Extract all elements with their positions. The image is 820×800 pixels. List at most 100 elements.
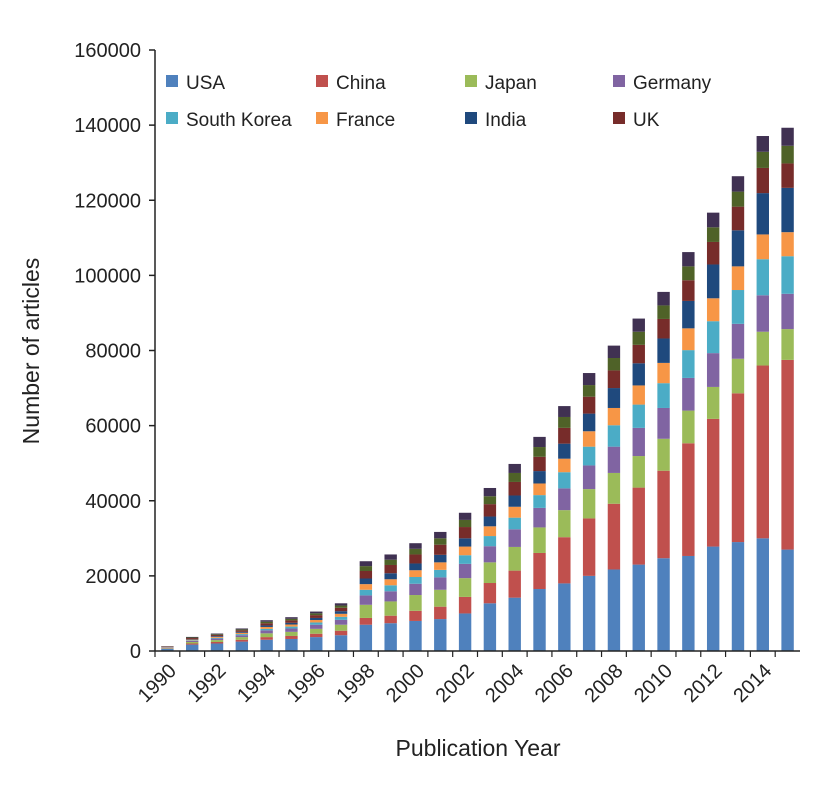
- bar-segment-2007-0: [582, 575, 596, 652]
- bar-segment-1998-4: [359, 589, 373, 596]
- bar-segment-2006-7: [558, 427, 571, 444]
- bar-segment-1992-5: [210, 636, 224, 638]
- bar-segment-2002-0: [458, 613, 472, 651]
- bar-segment-2011-8: [682, 266, 695, 281]
- bar-segment-2011-6: [682, 300, 695, 329]
- bar-segment-2011-5: [682, 328, 695, 351]
- bar-segment-2002-4: [458, 555, 472, 564]
- bar-segment-2012-9: [706, 212, 720, 228]
- x-tick-label-2002: 2002: [432, 660, 479, 707]
- bar-segment-1993-0: [235, 641, 249, 651]
- bar-segment-1992-9: [210, 633, 224, 635]
- bar-segment-2003-7: [483, 504, 497, 517]
- bar-segment-1994-1: [260, 637, 273, 640]
- bar-segment-2010-7: [657, 318, 670, 339]
- legend-swatch-france: [316, 112, 328, 124]
- bar-segment-2006-1: [558, 537, 571, 584]
- bar-segment-2004-3: [508, 529, 521, 547]
- bar-segment-2008-9: [607, 345, 621, 359]
- bar-segment-2001-8: [434, 538, 447, 545]
- bar-segment-2015-0: [781, 549, 794, 651]
- bar-segment-2015-2: [781, 329, 794, 360]
- bar-segment-1993-4: [235, 634, 249, 636]
- bar-segment-2007-1: [582, 518, 596, 576]
- bar-segment-2002-2: [458, 578, 472, 597]
- bar-segment-2014-9: [756, 136, 769, 152]
- bar-segment-2005-8: [533, 447, 546, 457]
- bar-segment-1994-7: [260, 623, 273, 626]
- bar-segment-2003-3: [483, 546, 497, 563]
- bar-segment-2009-8: [632, 331, 645, 345]
- y-tick-label-100000: 100000: [74, 265, 141, 287]
- legend-label-south-korea: South Korea: [186, 110, 292, 131]
- bar-segment-1996-8: [310, 613, 323, 616]
- bar-segment-2007-5: [582, 431, 596, 447]
- bar-segment-2012-0: [706, 546, 720, 651]
- legend-swatch-uk: [613, 112, 625, 124]
- legend-label-japan: Japan: [485, 73, 537, 94]
- bar-segment-1997-0: [334, 635, 348, 651]
- y-tick-labels: 0 20000 40000 60000 80000 100000 120000 140000 1…: [74, 40, 141, 663]
- legend-label-germany: Germany: [633, 73, 712, 94]
- bar-segment-2013-6: [731, 230, 745, 267]
- bar-segment-1999-6: [384, 573, 397, 580]
- bar-segment-2002-7: [458, 527, 472, 539]
- bar-segment-2002-6: [458, 538, 472, 547]
- bar-segment-1993-6: [235, 631, 249, 633]
- bar-segment-2012-3: [706, 353, 720, 387]
- bar-segment-2013-2: [731, 358, 745, 394]
- bar-segment-1992-7: [210, 635, 224, 637]
- bar-segment-2001-4: [434, 569, 447, 578]
- bars-layer: [161, 127, 794, 652]
- bar-segment-2000-5: [409, 570, 422, 577]
- bar-segment-2008-6: [607, 388, 621, 408]
- bar-segment-1995-7: [285, 620, 298, 623]
- legend-label-china: China: [336, 73, 386, 94]
- bar-segment-2010-5: [657, 362, 670, 384]
- bar-segment-2014-4: [756, 259, 769, 296]
- bar-segment-2002-9: [458, 512, 472, 520]
- bar-segment-2004-0: [508, 597, 521, 651]
- bar-segment-1991-1: [186, 643, 199, 645]
- bar-segment-1991-4: [186, 640, 199, 641]
- bar-segment-2006-0: [558, 583, 571, 651]
- y-tick-label-140000: 140000: [74, 115, 141, 137]
- bar-segment-2014-6: [756, 193, 769, 235]
- bar-segment-1996-1: [310, 633, 323, 638]
- bar-segment-2015-3: [781, 293, 794, 330]
- bar-segment-1994-5: [260, 626, 273, 629]
- x-tick-label-2004: 2004: [481, 660, 528, 707]
- bar-segment-1996-6: [310, 617, 323, 621]
- bar-segment-1998-1: [359, 617, 373, 625]
- bar-segment-1996-3: [310, 624, 323, 629]
- bar-segment-1993-1: [235, 639, 249, 642]
- bar-segment-2007-8: [582, 385, 596, 397]
- bar-segment-2003-0: [483, 603, 497, 651]
- bar-segment-2013-0: [731, 542, 745, 651]
- bar-segment-2015-4: [781, 256, 794, 294]
- bar-segment-2013-8: [731, 191, 745, 207]
- bar-segment-2005-0: [533, 589, 546, 651]
- bar-segment-1999-4: [384, 585, 397, 592]
- bar-segment-2001-5: [434, 562, 447, 570]
- bar-segment-2014-7: [756, 167, 769, 194]
- legend-swatch-south-korea: [166, 112, 178, 124]
- bar-segment-1996-2: [310, 628, 323, 634]
- axes-layer: [149, 49, 800, 657]
- bar-segment-2001-9: [434, 531, 447, 539]
- bar-segment-1990-2: [161, 647, 174, 649]
- bar-segment-2006-4: [558, 472, 571, 489]
- bar-segment-1994-3: [260, 630, 273, 634]
- bar-segment-2007-7: [582, 396, 596, 414]
- bar-segment-2009-7: [632, 344, 645, 364]
- bar-segment-2001-6: [434, 554, 447, 563]
- bar-segment-2007-2: [582, 489, 596, 519]
- bar-segment-1995-0: [285, 638, 298, 651]
- bar-segment-2015-8: [781, 145, 794, 164]
- bar-segment-2014-3: [756, 295, 769, 332]
- bar-segment-2014-1: [756, 365, 769, 539]
- bar-segment-2001-7: [434, 544, 447, 555]
- bar-segment-2004-8: [508, 472, 521, 482]
- bar-segment-1998-5: [359, 584, 373, 590]
- bar-segment-2013-9: [731, 176, 745, 192]
